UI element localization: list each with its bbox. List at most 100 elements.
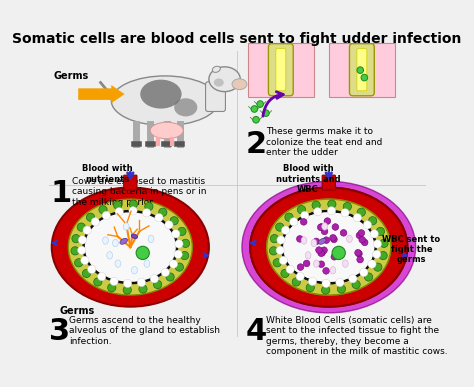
Circle shape — [361, 74, 368, 81]
Circle shape — [370, 230, 378, 238]
Circle shape — [172, 230, 180, 238]
Circle shape — [318, 224, 324, 231]
Circle shape — [322, 279, 330, 288]
Circle shape — [282, 226, 290, 234]
Circle shape — [139, 285, 147, 293]
Text: 4: 4 — [246, 317, 267, 346]
Circle shape — [301, 211, 309, 219]
Circle shape — [263, 110, 269, 116]
Ellipse shape — [283, 212, 374, 282]
Ellipse shape — [322, 223, 328, 230]
Ellipse shape — [52, 188, 209, 307]
Circle shape — [330, 235, 337, 241]
Text: Blood with
nutrients and
WBC: Blood with nutrients and WBC — [276, 164, 340, 194]
Circle shape — [331, 236, 337, 243]
Circle shape — [81, 256, 89, 264]
Circle shape — [178, 227, 186, 236]
Ellipse shape — [209, 67, 240, 92]
Ellipse shape — [281, 210, 377, 284]
Circle shape — [321, 228, 328, 235]
Circle shape — [253, 116, 259, 123]
Ellipse shape — [305, 252, 311, 259]
Text: 2: 2 — [246, 130, 267, 159]
Circle shape — [110, 277, 118, 286]
Circle shape — [124, 279, 132, 288]
Circle shape — [332, 224, 339, 230]
Ellipse shape — [132, 267, 137, 274]
Circle shape — [312, 201, 320, 209]
Circle shape — [78, 246, 86, 254]
Ellipse shape — [267, 199, 391, 295]
FancyBboxPatch shape — [124, 175, 137, 190]
Ellipse shape — [150, 122, 183, 139]
Ellipse shape — [112, 239, 118, 247]
Ellipse shape — [283, 212, 374, 282]
Text: Cows are exposed to mastitis
causing bacteria in pens or in
the milking parlor: Cows are exposed to mastitis causing bac… — [73, 177, 207, 207]
Circle shape — [114, 201, 122, 209]
Circle shape — [91, 217, 100, 226]
Circle shape — [296, 272, 304, 281]
Ellipse shape — [123, 223, 129, 230]
Circle shape — [270, 235, 279, 243]
Circle shape — [321, 286, 330, 294]
Circle shape — [356, 232, 363, 239]
Circle shape — [74, 259, 83, 267]
Ellipse shape — [342, 260, 348, 267]
Ellipse shape — [174, 98, 197, 116]
Circle shape — [94, 278, 102, 286]
Circle shape — [175, 263, 183, 271]
Circle shape — [374, 263, 382, 271]
Text: These germs make it to
colonize the teat end and
enter the udder: These germs make it to colonize the teat… — [266, 127, 383, 157]
Text: 1: 1 — [51, 179, 72, 208]
FancyBboxPatch shape — [206, 82, 226, 111]
Circle shape — [182, 239, 190, 248]
Circle shape — [324, 218, 331, 224]
Ellipse shape — [111, 76, 219, 125]
Circle shape — [368, 260, 376, 268]
Text: White Blood Cells (somatic cells) are
sent to the infected tissue to fight the
g: White Blood Cells (somatic cells) are se… — [266, 316, 447, 356]
Text: Blood with
nutrients: Blood with nutrients — [82, 164, 132, 184]
Ellipse shape — [115, 260, 121, 267]
Circle shape — [353, 214, 362, 222]
Circle shape — [357, 256, 364, 263]
FancyBboxPatch shape — [276, 49, 286, 91]
Circle shape — [285, 213, 293, 221]
Circle shape — [337, 285, 346, 293]
Circle shape — [175, 240, 183, 248]
Circle shape — [143, 209, 151, 217]
Circle shape — [115, 207, 123, 216]
Circle shape — [72, 235, 80, 243]
Circle shape — [137, 278, 146, 287]
Circle shape — [357, 67, 364, 74]
Ellipse shape — [102, 237, 109, 244]
Ellipse shape — [330, 267, 336, 274]
Circle shape — [170, 217, 178, 225]
Circle shape — [129, 200, 137, 208]
Circle shape — [297, 236, 303, 242]
Circle shape — [355, 250, 361, 256]
Circle shape — [341, 209, 349, 217]
Circle shape — [328, 200, 336, 208]
Circle shape — [276, 246, 284, 254]
Circle shape — [251, 106, 258, 112]
Ellipse shape — [120, 238, 128, 244]
Circle shape — [363, 221, 372, 229]
Ellipse shape — [85, 212, 176, 282]
Circle shape — [174, 250, 182, 259]
Circle shape — [279, 256, 288, 264]
Circle shape — [316, 247, 322, 253]
Circle shape — [358, 229, 365, 236]
Text: 3: 3 — [49, 317, 71, 346]
Circle shape — [380, 239, 388, 248]
Circle shape — [308, 277, 317, 286]
Circle shape — [318, 261, 325, 267]
Ellipse shape — [250, 188, 407, 307]
Circle shape — [286, 265, 294, 274]
Circle shape — [166, 273, 174, 281]
Circle shape — [102, 211, 110, 219]
Circle shape — [319, 250, 326, 256]
Ellipse shape — [242, 182, 416, 313]
Circle shape — [357, 208, 365, 216]
Ellipse shape — [313, 260, 319, 267]
Text: Germs ascend to the healthy
alveolus of the gland to establish
infection.: Germs ascend to the healthy alveolus of … — [69, 316, 220, 346]
